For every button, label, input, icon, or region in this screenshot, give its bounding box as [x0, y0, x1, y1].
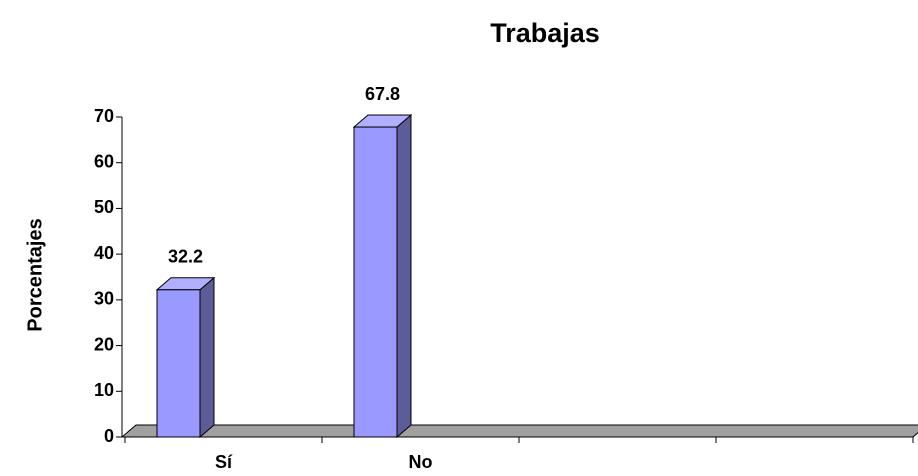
bar [156, 289, 201, 438]
y-tick-label: 70 [94, 106, 114, 126]
data-label: 32.2 [168, 247, 203, 267]
y-tick-label: 60 [94, 151, 114, 171]
bar [353, 126, 398, 438]
bar-side [396, 113, 412, 439]
chart-title: Trabajas [490, 18, 600, 48]
y-tick-label: 40 [94, 243, 114, 263]
x-tick-label: Sí [215, 452, 233, 472]
floor [120, 424, 918, 438]
y-tick-label: 50 [94, 197, 114, 217]
x-tick-label: No [409, 452, 433, 472]
y-tick-label: 20 [94, 334, 114, 354]
data-label: 67.8 [365, 84, 400, 104]
y-tick-label: 10 [94, 380, 114, 400]
y-tick-label: 0 [104, 426, 114, 446]
y-axis-label: Porcentajes [24, 218, 46, 331]
bar-side [199, 276, 215, 439]
y-tick-label: 30 [94, 289, 114, 309]
